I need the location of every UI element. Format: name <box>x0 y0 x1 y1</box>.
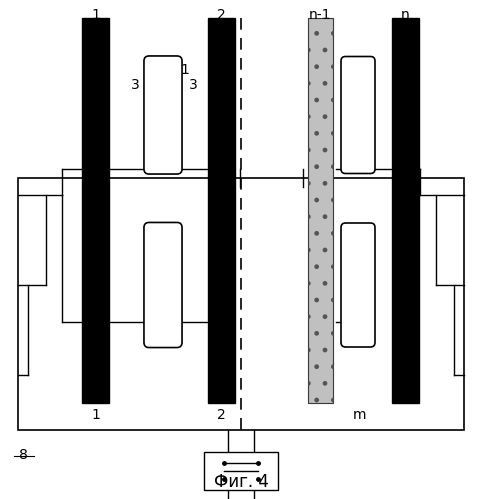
Bar <box>82 18 109 403</box>
Bar <box>308 18 333 403</box>
Bar <box>392 18 419 403</box>
Text: n-1: n-1 <box>309 8 332 22</box>
Text: 1: 1 <box>91 8 100 22</box>
FancyBboxPatch shape <box>341 56 375 174</box>
FancyBboxPatch shape <box>341 223 375 347</box>
Text: 8: 8 <box>19 448 28 462</box>
Text: Фиг. 4: Фиг. 4 <box>214 473 268 491</box>
Text: 2: 2 <box>217 8 226 22</box>
Text: 1: 1 <box>181 63 189 77</box>
Bar <box>18 178 464 430</box>
Bar <box>204 452 278 490</box>
Bar <box>308 18 333 403</box>
Text: 1: 1 <box>91 408 100 422</box>
FancyBboxPatch shape <box>144 223 182 347</box>
Text: 2: 2 <box>217 408 226 422</box>
Text: 3: 3 <box>188 78 197 92</box>
Text: 3: 3 <box>131 78 139 92</box>
Text: m: m <box>353 408 367 422</box>
Text: n: n <box>401 8 410 22</box>
FancyBboxPatch shape <box>144 56 182 174</box>
Bar <box>208 18 235 403</box>
